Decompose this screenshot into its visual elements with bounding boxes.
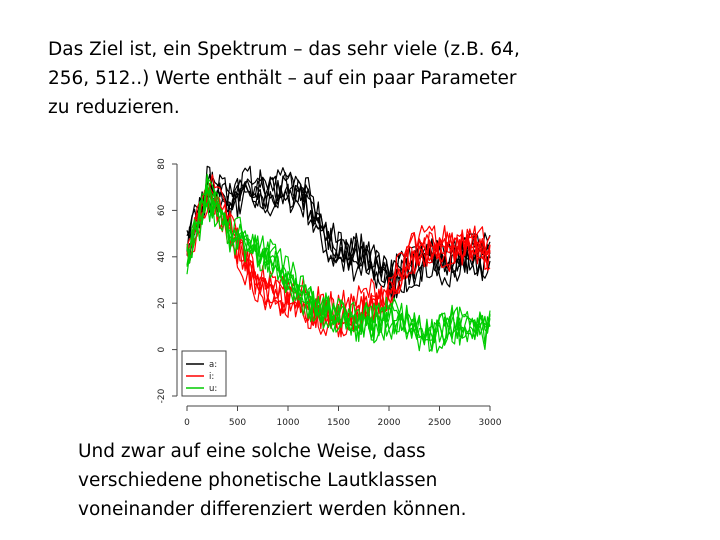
series-1-group: [186, 165, 491, 302]
chart-series-lines: [186, 165, 491, 354]
series-line: [186, 173, 491, 295]
y-tick-label: 0: [157, 346, 167, 352]
series-line: [186, 186, 491, 342]
x-tick-label: 1000: [277, 418, 300, 428]
chart-axes: 0 500 1000 1500 2000 2500 3000 -20 0 20 40 60 80: [157, 158, 502, 428]
series-line: [186, 187, 491, 352]
x-tick-label: 1500: [327, 418, 350, 428]
legend-label: i:: [209, 372, 214, 382]
x-tick-label: 500: [229, 418, 246, 428]
series-3-group: [186, 173, 491, 354]
x-tick-label: 2500: [428, 418, 451, 428]
x-tick-label: 3000: [479, 418, 502, 428]
x-tick-label: 0: [184, 418, 190, 428]
x-tick-label: 2000: [378, 418, 401, 428]
legend-box: [181, 350, 227, 397]
intro-text: Das Ziel ist, ein Spektrum – das sehr vi…: [48, 39, 520, 118]
y-tick-label: 60: [157, 204, 167, 216]
outro-text: Und zwar auf eine solche Weise, dass ver…: [78, 441, 467, 520]
y-tick-label: 20: [157, 297, 167, 309]
legend-label: a:: [209, 360, 217, 370]
legend-label: u:: [209, 384, 217, 394]
spectrum-chart: 0 500 1000 1500 2000 2500 3000 -20 0 20 40 60 80 a: i…: [157, 158, 502, 428]
series-line: [186, 197, 491, 354]
series-line: [186, 165, 491, 286]
series-line: [186, 173, 491, 343]
y-tick-label: 40: [157, 251, 167, 263]
y-tick-label: -20: [157, 388, 167, 403]
chart-legend: a: i: u:: [181, 350, 227, 397]
y-tick-label: 80: [157, 158, 167, 170]
